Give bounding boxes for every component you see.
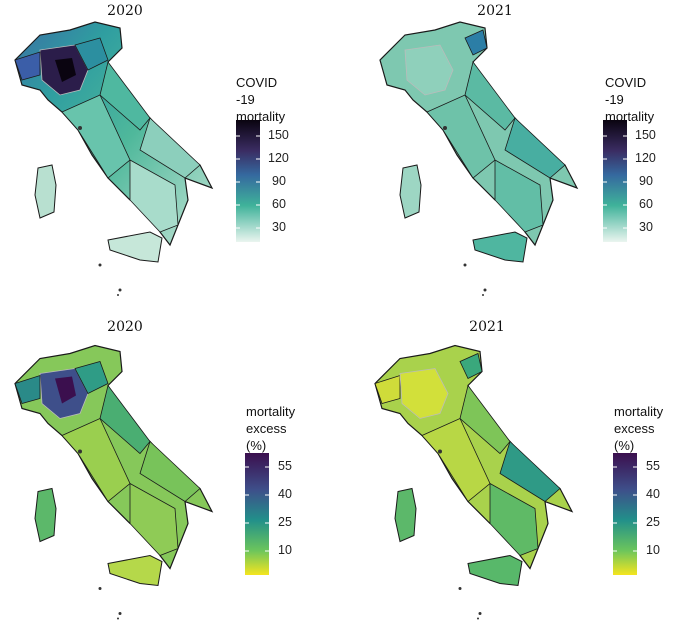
- colorbar-tick: 10: [646, 543, 660, 557]
- sardinia: [34, 164, 57, 219]
- peninsula: [14, 21, 214, 247]
- colorbar-tick: 120: [635, 151, 656, 165]
- italy-map: [374, 344, 574, 620]
- colorbar: [236, 120, 260, 242]
- sicily: [467, 554, 523, 587]
- colorbar-tick: 90: [272, 174, 286, 188]
- sardinia: [394, 487, 417, 543]
- peninsula: [379, 21, 579, 247]
- panel-title: 2021: [477, 3, 513, 19]
- colorbar-tick: 55: [646, 459, 660, 473]
- colorbar-tick: 30: [272, 220, 286, 234]
- peninsula: [374, 344, 574, 570]
- italy-map: [14, 21, 214, 296]
- colorbar-tick: 10: [278, 543, 292, 557]
- colorbar-tick: 25: [646, 515, 660, 529]
- italy-map: [14, 344, 214, 620]
- panel-title: 2020: [107, 3, 143, 19]
- sardinia: [399, 164, 422, 219]
- colorbar-tick: 90: [639, 174, 653, 188]
- colorbar: [603, 120, 627, 242]
- colorbar-tick: 150: [635, 128, 656, 142]
- sardinia: [34, 487, 57, 543]
- sicily: [472, 231, 528, 263]
- panel-title: 2020: [107, 319, 143, 335]
- panel-title: 2021: [469, 319, 505, 335]
- colorbar-tick: 30: [639, 220, 653, 234]
- peninsula: [14, 344, 214, 570]
- colorbar: [245, 453, 269, 575]
- sicily: [107, 554, 163, 587]
- legend-title: mortality excess (%): [246, 404, 296, 453]
- colorbar-tick: 40: [278, 487, 292, 501]
- colorbar: [613, 453, 637, 575]
- colorbar-tick: 25: [278, 515, 292, 529]
- colorbar-tick: 120: [268, 151, 289, 165]
- colorbar-tick: 60: [639, 197, 653, 211]
- italy-map: [379, 21, 579, 296]
- colorbar-tick: 60: [272, 197, 286, 211]
- legend-title: mortality excess (%): [614, 404, 664, 453]
- colorbar-tick: 55: [278, 459, 292, 473]
- colorbar-tick: 40: [646, 487, 660, 501]
- sicily: [107, 231, 163, 263]
- colorbar-tick: 150: [268, 128, 289, 142]
